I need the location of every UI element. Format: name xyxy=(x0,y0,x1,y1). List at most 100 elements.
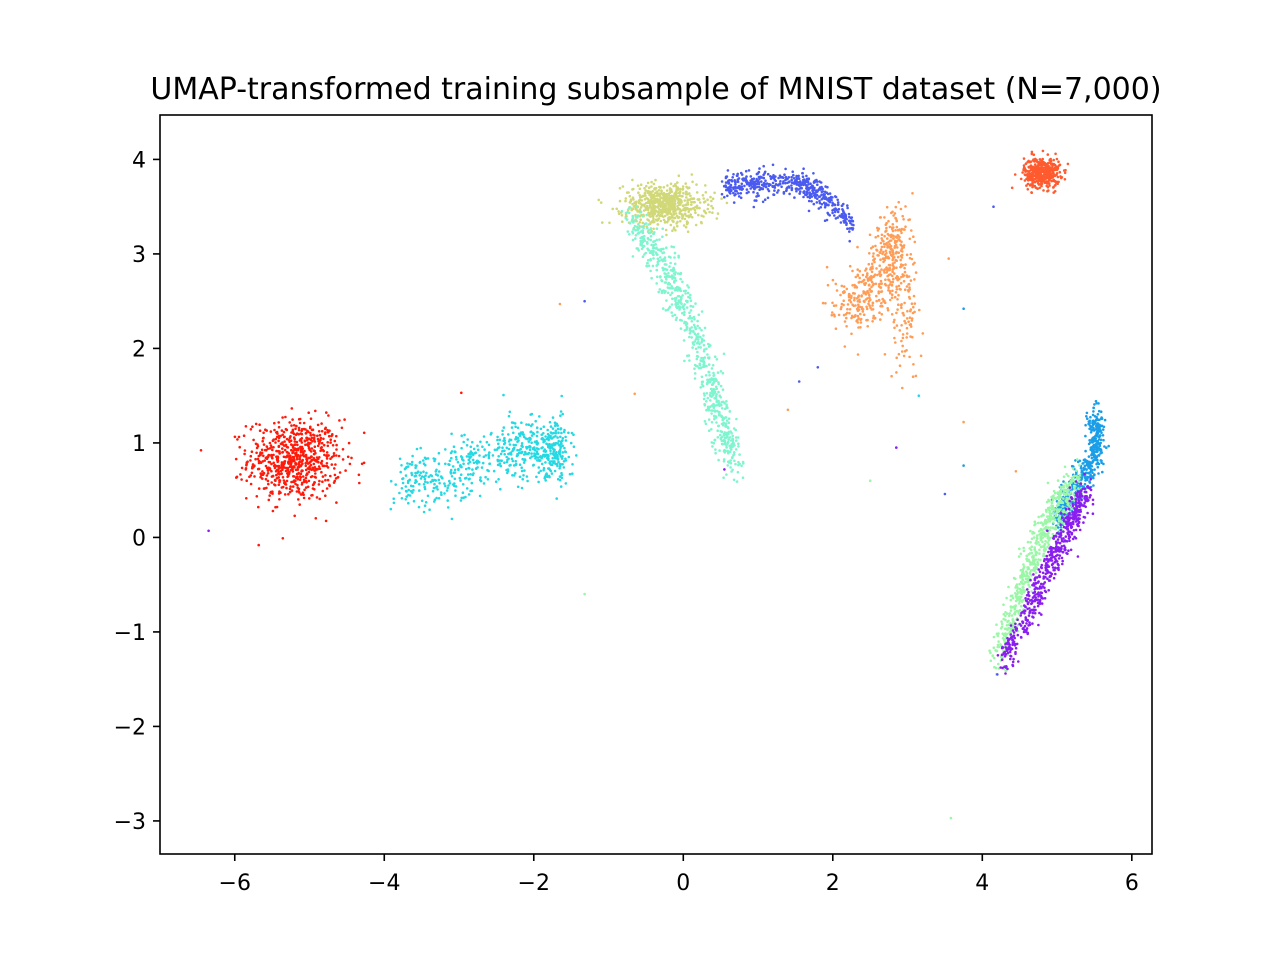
scatter-point-cluster-4 xyxy=(846,206,849,210)
scatter-point-cluster-5 xyxy=(733,451,736,454)
scatter-point-cluster-6 xyxy=(911,263,915,266)
scatter-point-cluster-3 xyxy=(695,183,698,186)
scatter-point-cluster-0 xyxy=(317,465,321,468)
scatter-point-cluster-6 xyxy=(854,304,857,307)
scatter-point-cluster-7 xyxy=(1093,454,1097,457)
scatter-point-cluster-0 xyxy=(305,438,309,442)
scatter-point-cluster-1 xyxy=(542,432,545,435)
scatter-point-cluster-6 xyxy=(903,288,907,292)
scatter-point-cluster-4 xyxy=(732,201,736,204)
scatter-point-cluster-6 xyxy=(889,253,893,257)
scatter-point-cluster-5 xyxy=(646,259,650,262)
scatter-point-cluster-4 xyxy=(837,207,841,211)
scatter-point-cluster-5 xyxy=(700,339,704,343)
scatter-point-cluster-0 xyxy=(327,430,330,434)
scatter-point-cluster-0 xyxy=(319,436,323,440)
scatter-point-cluster-5 xyxy=(631,255,635,258)
scatter-point-cluster-0 xyxy=(251,425,254,429)
scatter-point-cluster-5 xyxy=(651,251,654,255)
scatter-point-cluster-1 xyxy=(526,479,529,483)
scatter-point-cluster-4 xyxy=(740,185,744,188)
scatter-point-cluster-1 xyxy=(469,450,473,453)
scatter-point-cluster-1 xyxy=(411,454,414,458)
scatter-point-cluster-6 xyxy=(846,307,849,311)
scatter-point-cluster-6 xyxy=(880,233,884,237)
scatter-point-cluster-0 xyxy=(290,443,293,446)
scatter-point-cluster-1 xyxy=(463,477,467,480)
scatter-point-cluster-5 xyxy=(706,353,709,356)
scatter-point-cluster-0 xyxy=(288,490,292,494)
scatter-point-cluster-5 xyxy=(729,461,733,465)
scatter-point-cluster-5 xyxy=(696,319,699,323)
scatter-point-cluster-0 xyxy=(281,476,285,479)
scatter-point-cluster-6 xyxy=(891,210,894,214)
scatter-point-cluster-7 xyxy=(1097,429,1101,433)
scatter-point-cluster-0 xyxy=(280,429,284,432)
scatter-point-cluster-1 xyxy=(564,457,567,461)
scatter-point-cluster-0 xyxy=(317,430,321,433)
scatter-point-cluster-6 xyxy=(903,270,907,274)
scatter-point-cluster-4 xyxy=(842,219,845,223)
scatter-point-cluster-1 xyxy=(556,456,559,460)
scatter-point-cluster-5 xyxy=(737,463,740,467)
scatter-point-cluster-7 xyxy=(1102,438,1105,442)
scatter-point-cluster-1 xyxy=(437,462,441,466)
scatter-point-cluster-6 xyxy=(912,305,915,309)
scatter-point-cluster-5 xyxy=(670,291,674,295)
scatter-point-cluster-3 xyxy=(631,196,635,199)
scatter-point-cluster-6 xyxy=(870,267,873,271)
scatter-point-cluster-2 xyxy=(1056,165,1060,168)
scatter-point-cluster-2 xyxy=(1048,159,1051,162)
scatter-point-cluster-4 xyxy=(774,179,777,183)
scatter-point-cluster-2 xyxy=(1030,152,1034,156)
scatter-point-cluster-5 xyxy=(650,276,653,280)
scatter-point-cluster-7 xyxy=(1083,482,1087,486)
scatter-point-cluster-4 xyxy=(791,170,794,173)
scatter-point-cluster-3 xyxy=(662,218,666,222)
scatter-point-cluster-5 xyxy=(714,451,717,455)
scatter-point-cluster-6 xyxy=(824,302,827,305)
scatter-point-cluster-0 xyxy=(312,457,316,460)
scatter-point-cluster-3 xyxy=(704,191,708,194)
scatter-point-cluster-1 xyxy=(505,460,509,464)
scatter-point-cluster-5 xyxy=(710,412,713,415)
scatter-point-cluster-3 xyxy=(648,193,651,197)
scatter-point-cluster-1 xyxy=(559,427,562,431)
scatter-point-cluster-0 xyxy=(294,461,297,465)
scatter-point-cluster-1 xyxy=(539,469,542,473)
scatter-point-cluster-4 xyxy=(811,187,815,190)
scatter-point-cluster-6 xyxy=(897,200,900,204)
scatter-point-cluster-5 xyxy=(658,256,662,259)
scatter-point-cluster-2 xyxy=(1040,184,1043,188)
scatter-point-cluster-6 xyxy=(876,234,880,238)
scatter-point-cluster-6 xyxy=(908,286,911,289)
scatter-point-cluster-0 xyxy=(284,455,288,459)
scatter-point-cluster-1 xyxy=(424,480,427,484)
scatter-point-cluster-1 xyxy=(431,478,434,482)
scatter-point-cluster-1 xyxy=(508,452,512,455)
scatter-point-cluster-1 xyxy=(422,510,426,514)
scatter-point-cluster-4 xyxy=(762,164,765,168)
scatter-point-cluster-3 xyxy=(650,185,653,188)
scatter-point-cluster-8 xyxy=(1030,545,1034,548)
scatter-point-cluster-0 xyxy=(273,428,276,432)
scatter-point-cluster-6 xyxy=(901,344,904,348)
scatter-point-cluster-3 xyxy=(652,182,656,186)
scatter-point-cluster-0 xyxy=(287,462,291,465)
scatter-point-cluster-2 xyxy=(1052,186,1055,189)
scatter-point-cluster-6 xyxy=(902,218,905,221)
scatter-point-cluster-0 xyxy=(283,440,286,443)
scatter-point-cluster-1 xyxy=(551,427,555,430)
scatter-point-cluster-7 xyxy=(1093,403,1096,406)
scatter-point-cluster-1 xyxy=(498,459,502,462)
scatter-point-cluster-1 xyxy=(456,460,460,464)
scatter-point-cluster-1 xyxy=(542,425,546,429)
scatter-point-cluster-4 xyxy=(748,181,751,185)
scatter-point-cluster-5 xyxy=(675,316,678,320)
scatter-point-cluster-3 xyxy=(655,198,659,201)
scatter-point-cluster-1 xyxy=(559,414,562,418)
scatter-point-cluster-1 xyxy=(561,412,564,416)
scatter-point-cluster-0 xyxy=(243,449,247,452)
scatter-point-cluster-3 xyxy=(644,189,647,192)
scatter-point-cluster-8 xyxy=(1002,603,1005,606)
